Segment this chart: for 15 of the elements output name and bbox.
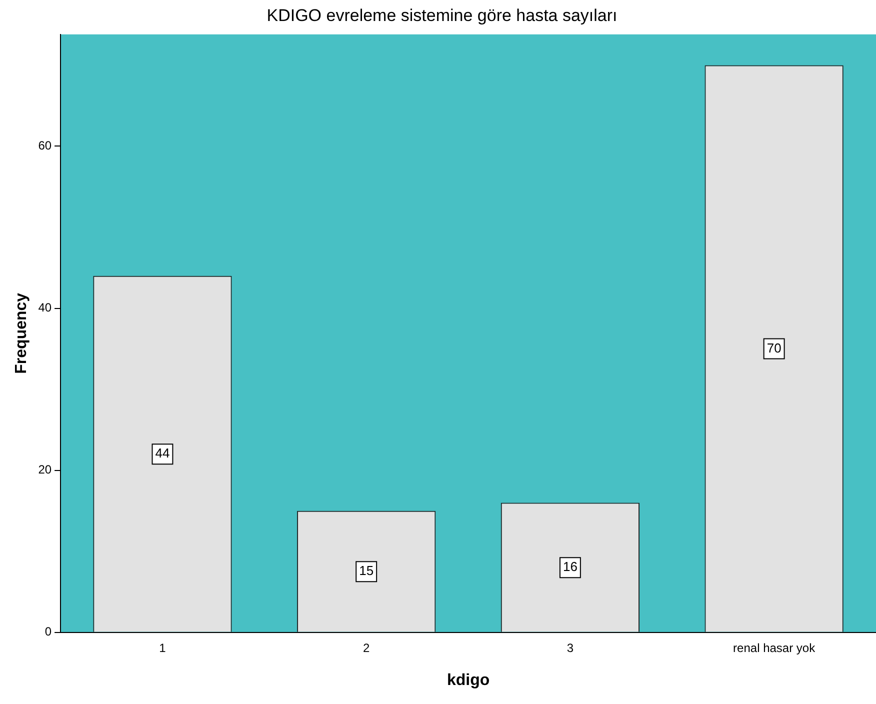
y-tick-label: 40	[38, 300, 52, 315]
chart-title: KDIGO evreleme sistemine göre hasta sayıları	[266, 6, 618, 25]
y-axis-title: Frequency	[13, 292, 30, 374]
data-label: 16	[562, 559, 578, 574]
y-tick-label: 60	[38, 138, 52, 153]
y-tick-label: 0	[44, 624, 52, 639]
data-label: 44	[155, 446, 170, 461]
x-tick-label: 2	[363, 640, 370, 655]
x-axis-title: kdigo	[446, 672, 490, 689]
y-tick-label: 20	[38, 462, 52, 477]
x-tick-label: 1	[159, 640, 166, 655]
data-label: 70	[766, 340, 782, 356]
x-tick-label: 3	[566, 640, 574, 655]
data-label: 15	[359, 563, 374, 578]
x-tick-label: renal hasar yok	[733, 640, 816, 655]
